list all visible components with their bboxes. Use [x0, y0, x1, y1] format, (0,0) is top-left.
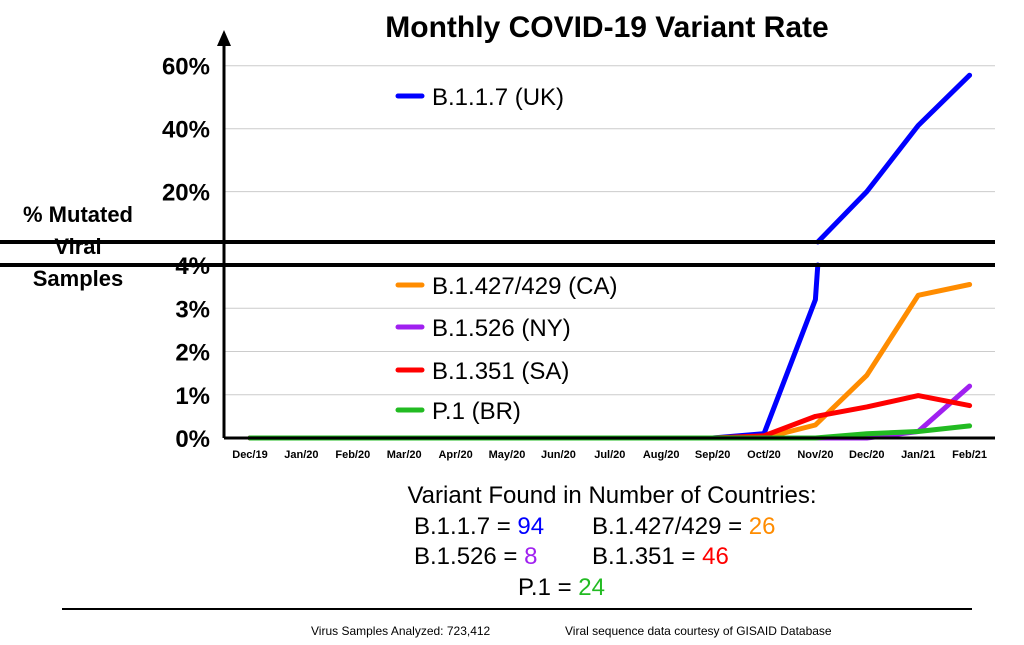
y-tick-label: 2%: [175, 340, 210, 367]
x-tick-label: Feb/20: [335, 449, 370, 461]
series-line-lower: [247, 282, 973, 441]
footer-credit: Viral sequence data courtesy of GISAID D…: [565, 624, 832, 638]
y-tick-label: 40%: [162, 117, 210, 144]
count-value-br: 24: [578, 574, 605, 601]
y-tick-label: 60%: [162, 54, 210, 81]
legend: B.1.1.7 (UK) B.1.427/429 (CA) B.1.526 (NY)…: [395, 84, 617, 425]
y-tick-label: 1%: [175, 383, 210, 410]
x-tick-label: Feb/21: [952, 449, 987, 461]
y-tick-labels: 0%1%2%3%4%20%40%60%: [162, 54, 210, 453]
count-item-ny: B.1.526 = 8: [414, 543, 537, 570]
countries-heading: Variant Found in Number of Countries:: [407, 482, 816, 509]
count-item-br: P.1 = 24: [518, 574, 605, 601]
y-axis-arrow-icon: [217, 30, 231, 46]
count-value-ca: 26: [749, 513, 776, 540]
axes: [0, 30, 995, 440]
x-tick-labels: Dec/19 Jan/20 Feb/20 Mar/20 Apr/20 May/20 Jun/…: [232, 449, 987, 461]
x-tick-label: Nov/20: [797, 449, 833, 461]
legend-label: P.1 (BR): [432, 398, 521, 425]
count-value-uk: 94: [517, 513, 544, 540]
legend-label: B.1.1.7 (UK): [432, 84, 564, 111]
x-tick-label: Apr/20: [438, 449, 472, 461]
chart-title: Monthly COVID-19 Variant Rate: [385, 11, 828, 44]
y-tick-label: 20%: [162, 180, 210, 207]
legend-label: B.1.351 (SA): [432, 358, 569, 385]
series-line-upper: [815, 72, 973, 245]
count-item-sa: B.1.351 = 46: [592, 543, 729, 570]
x-tick-label: May/20: [489, 449, 526, 461]
y-axis-label-line-2: Viral: [54, 234, 101, 259]
y-axis-label: % Mutated Viral Samples: [23, 202, 133, 291]
x-tick-label: Jun/20: [541, 449, 576, 461]
count-item-uk: B.1.1.7 = 94: [414, 513, 544, 540]
x-tick-label: Dec/20: [849, 449, 884, 461]
series-line-lower: [247, 423, 973, 441]
series-lines: [247, 72, 973, 441]
y-tick-label: 3%: [175, 296, 210, 323]
footer-samples: Virus Samples Analyzed: 723,412: [311, 624, 491, 638]
x-tick-label: Oct/20: [747, 449, 781, 461]
count-label-sa: B.1.351 =: [592, 543, 702, 570]
y-axis-label-line-3: Samples: [33, 266, 124, 291]
x-tick-label: Jan/20: [284, 449, 318, 461]
y-axis-label-line-1: % Mutated: [23, 202, 133, 227]
x-tick-label: Aug/20: [643, 449, 680, 461]
x-tick-label: Dec/19: [232, 449, 267, 461]
count-item-ca: B.1.427/429 = 26: [592, 513, 776, 540]
count-value-ny: 8: [524, 543, 537, 570]
count-label-ny: B.1.526 =: [414, 543, 524, 570]
legend-label: B.1.427/429 (CA): [432, 273, 617, 300]
count-label-br: P.1 =: [518, 574, 578, 601]
x-tick-label: Jan/21: [901, 449, 935, 461]
countries-summary: Variant Found in Number of Countries: B.…: [407, 482, 816, 601]
series-line-lower: [247, 383, 973, 441]
count-label-uk: B.1.1.7 =: [414, 513, 517, 540]
x-tick-label: Mar/20: [387, 449, 422, 461]
x-tick-label: Sep/20: [695, 449, 730, 461]
legend-label: B.1.526 (NY): [432, 315, 571, 342]
y-tick-label: 0%: [175, 426, 210, 453]
gridlines: [224, 65, 995, 396]
count-value-sa: 46: [702, 543, 729, 570]
x-tick-label: Jul/20: [594, 449, 625, 461]
count-label-ca: B.1.427/429 =: [592, 513, 749, 540]
